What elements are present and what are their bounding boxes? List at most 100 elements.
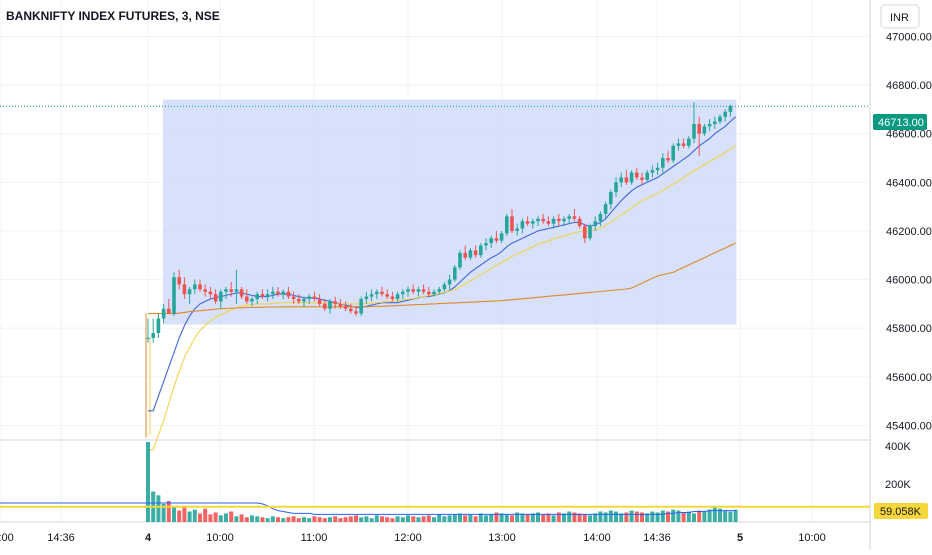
candle-body xyxy=(655,167,660,171)
volume-bar xyxy=(681,512,686,522)
candle-body xyxy=(265,294,270,297)
candle-body xyxy=(687,138,691,146)
volume-bar xyxy=(598,511,603,522)
price-axis[interactable] xyxy=(871,0,932,550)
currency-button[interactable] xyxy=(880,4,920,29)
last-price-label: 46713.00 xyxy=(878,117,924,129)
candle-body xyxy=(203,289,207,292)
time-axis-labels: 14:00 14:36 4 10:00 11:00 12:00 13:00 14:00 14:3… xyxy=(0,532,826,544)
volume-bar xyxy=(567,511,572,522)
volume-bar xyxy=(588,515,592,522)
candle-body xyxy=(416,289,421,292)
volume-bar xyxy=(369,518,374,522)
price-tick-label: 46000.00 xyxy=(886,275,932,287)
volume-bar xyxy=(322,518,327,522)
volume-axis-labels: 400K 200K xyxy=(885,441,911,491)
candle-body xyxy=(411,289,415,292)
price-tick-label: 45600.00 xyxy=(886,372,932,384)
candle-body xyxy=(723,111,727,117)
candle-body xyxy=(541,218,545,222)
candle-body xyxy=(442,284,447,290)
candle-body xyxy=(661,158,665,168)
volume-bar xyxy=(556,512,561,522)
candle-body xyxy=(161,308,166,319)
volume-bar xyxy=(718,508,722,522)
candle-body xyxy=(406,289,410,292)
time-tick-label: 5 xyxy=(737,532,743,544)
volume-bar xyxy=(343,517,348,522)
candle-body xyxy=(614,182,618,193)
candle-body xyxy=(369,294,374,297)
volume-bar xyxy=(338,518,343,522)
volume-bar xyxy=(733,509,738,522)
candle-body xyxy=(297,299,301,302)
volume-bar xyxy=(452,514,457,522)
candle-body xyxy=(697,123,701,134)
volume-bar xyxy=(692,513,696,522)
volume-bar xyxy=(525,514,530,522)
volume-bar xyxy=(172,506,176,522)
candle-body xyxy=(562,218,566,222)
volume-bar xyxy=(276,517,280,522)
candle-body xyxy=(635,172,639,178)
candle-body xyxy=(702,126,707,134)
volume-bar xyxy=(707,509,712,522)
candle-body xyxy=(177,277,181,285)
candle-body xyxy=(432,291,436,295)
candle-body xyxy=(484,243,488,246)
volume-bar xyxy=(432,517,436,522)
volume-bar xyxy=(551,515,556,522)
time-tick-label: 14:00 xyxy=(0,532,14,544)
candle-body xyxy=(458,252,462,268)
candle-body xyxy=(489,238,493,244)
candle-body xyxy=(510,216,514,231)
candle-body xyxy=(437,289,441,292)
volume-bar xyxy=(629,510,634,522)
volume-average-line xyxy=(0,502,736,515)
volume-bar xyxy=(562,513,566,522)
time-tick-label: 11:00 xyxy=(301,532,328,544)
price-tick-label: 46200.00 xyxy=(886,226,932,238)
candle-body xyxy=(380,291,384,295)
volume-bar xyxy=(374,515,379,522)
volume-bar xyxy=(666,511,670,522)
candle-body xyxy=(567,216,571,219)
time-tick-label: 14:36 xyxy=(47,532,75,544)
candle-body xyxy=(307,296,311,300)
volume-bar xyxy=(536,512,540,522)
candle-body xyxy=(255,294,259,300)
volume-bar xyxy=(400,517,405,522)
volume-bar xyxy=(385,517,390,522)
moving-average-line xyxy=(148,145,736,451)
volume-bar xyxy=(546,513,551,522)
volume-bar xyxy=(364,516,369,522)
volume-bar xyxy=(660,510,665,522)
volume-bar xyxy=(359,517,364,522)
candle-body xyxy=(468,250,473,258)
price-axis-labels: 47000.00 46800.00 46600.00 46400.00 46200.00… xyxy=(886,31,932,432)
candle-body xyxy=(609,192,613,205)
price-tick-label: 45400.00 xyxy=(886,420,932,432)
candle-body xyxy=(312,296,317,300)
time-tick-label: 4 xyxy=(145,532,152,544)
candle-body xyxy=(375,291,379,295)
pre-session-lines xyxy=(145,313,151,438)
candle-body xyxy=(624,177,629,183)
time-tick-label: 12:00 xyxy=(394,532,422,544)
candle-body xyxy=(453,267,457,280)
volume-bar xyxy=(291,516,296,522)
volume-bar xyxy=(645,513,650,522)
candle-body xyxy=(572,216,577,219)
candle-body xyxy=(536,218,540,222)
candle-body xyxy=(676,143,681,146)
volume-bar xyxy=(608,510,613,522)
candle-body xyxy=(229,289,233,292)
volume-bar xyxy=(494,512,499,522)
candle-body xyxy=(588,226,592,239)
last-price-badge xyxy=(873,114,927,130)
candle-body xyxy=(187,289,192,295)
candle-body xyxy=(593,221,597,227)
volume-bar xyxy=(463,515,468,522)
